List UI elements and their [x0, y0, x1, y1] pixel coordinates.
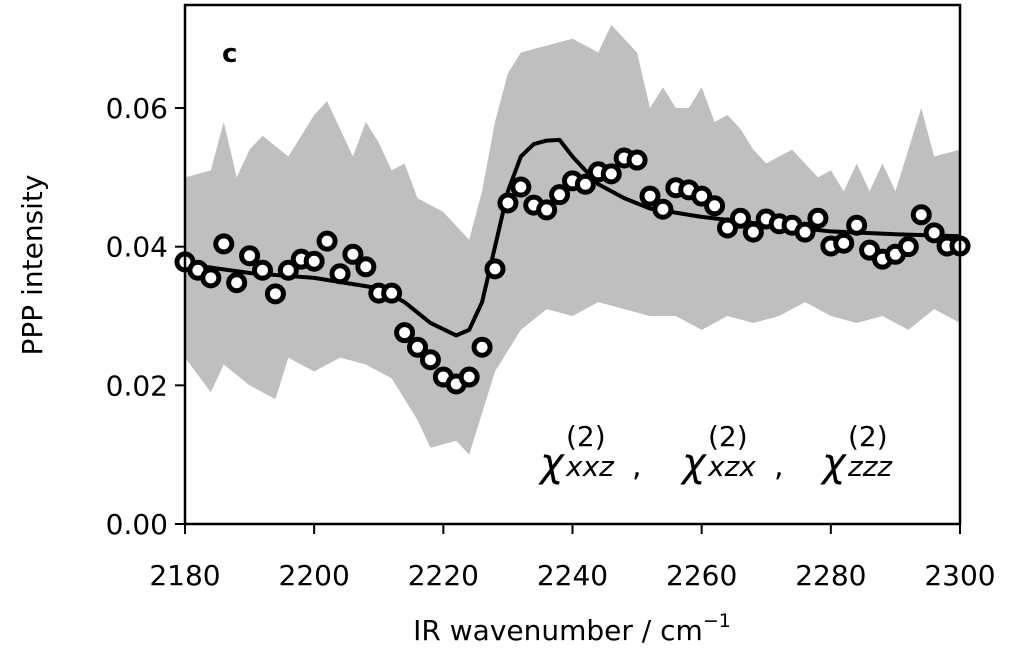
- data-point: [639, 185, 661, 207]
- data-point: [742, 221, 764, 243]
- x-tick-label: 2180: [149, 559, 220, 592]
- data-point: [549, 184, 571, 206]
- data-point: [833, 232, 855, 254]
- line-layer: [184, 137, 961, 338]
- tensor-annotation: χ(2)xxz, χ(2)xzx, χ(2)zzz: [538, 420, 893, 486]
- data-point: [600, 163, 622, 185]
- y-tick-label: 0.04: [106, 231, 168, 264]
- data-point: [729, 207, 751, 229]
- y-tick-label: 0.06: [106, 92, 168, 125]
- x-tick-label: 2240: [537, 559, 608, 592]
- data-point: [717, 217, 738, 239]
- data-point: [316, 230, 338, 252]
- chi-symbol: χ: [538, 440, 565, 486]
- y-tick-label: 0.00: [106, 508, 168, 541]
- data-point: [807, 207, 829, 229]
- y-axis: 0.00 0.02 0.04 0.06: [106, 92, 185, 541]
- data-point: [226, 272, 248, 294]
- data-point: [394, 322, 416, 344]
- data-point: [381, 282, 403, 304]
- data-point: [510, 176, 532, 198]
- uncertainty-band: [185, 24, 960, 455]
- y-tick-label: 0.02: [106, 369, 168, 402]
- data-point: [626, 149, 648, 171]
- data-point: [200, 267, 222, 289]
- chi-subscript: xxz: [565, 450, 615, 483]
- x-tick-label: 2280: [795, 559, 866, 592]
- data-point: [342, 243, 364, 265]
- x-axis-label: IR wavenumber / cm−1: [413, 610, 731, 647]
- chi-term: χ(2)xzx,: [680, 420, 784, 486]
- data-point: [923, 222, 945, 244]
- data-point: [407, 336, 428, 358]
- data-point: [897, 236, 919, 258]
- data-point: [574, 173, 596, 195]
- model-line: [184, 137, 961, 338]
- data-point: [652, 198, 674, 220]
- chi-superscript: (2): [566, 420, 606, 453]
- x-axis-label-sup: −1: [703, 610, 731, 632]
- data-point: [458, 366, 480, 388]
- data-point: [536, 199, 558, 221]
- x-tick-label: 2260: [666, 559, 737, 592]
- separator: ,: [632, 449, 642, 484]
- x-axis: 2180 2200 2220 2240 2260 2280 2300: [149, 524, 996, 592]
- data-point: [239, 245, 261, 267]
- data-point: [471, 336, 493, 358]
- x-axis-label-text: IR wavenumber / cm: [413, 614, 703, 647]
- chi-subscript: zzz: [847, 450, 893, 483]
- x-tick-label: 2220: [408, 559, 479, 592]
- chi-symbol: χ: [820, 440, 847, 486]
- data-point: [252, 259, 273, 281]
- data-point: [846, 214, 868, 236]
- chi-subscript: xzx: [707, 450, 756, 483]
- y-axis-label: PPP intensity: [16, 175, 49, 356]
- data-point: [264, 283, 286, 305]
- data-point: [497, 192, 519, 214]
- marker-layer: [174, 147, 971, 395]
- data-point: [419, 349, 441, 371]
- chi-superscript: (2): [848, 420, 888, 453]
- data-point: [277, 259, 299, 281]
- x-tick-label: 2200: [279, 559, 350, 592]
- band-layer: [185, 24, 960, 455]
- data-point: [691, 185, 713, 207]
- data-point: [303, 250, 325, 272]
- data-point: [213, 233, 235, 255]
- chi-term: χ(2)xxz,: [538, 420, 642, 486]
- data-point: [329, 263, 351, 285]
- data-point: [794, 221, 816, 243]
- chi-superscript: (2): [708, 420, 748, 453]
- chi-symbol: χ: [680, 440, 707, 486]
- data-point: [910, 204, 932, 226]
- data-point: [704, 195, 726, 217]
- data-point: [484, 258, 506, 280]
- panel-label: c: [222, 39, 237, 69]
- data-point: [355, 256, 377, 278]
- chi-term: χ(2)zzz: [820, 420, 893, 486]
- x-tick-label: 2300: [924, 559, 995, 592]
- separator: ,: [774, 449, 784, 484]
